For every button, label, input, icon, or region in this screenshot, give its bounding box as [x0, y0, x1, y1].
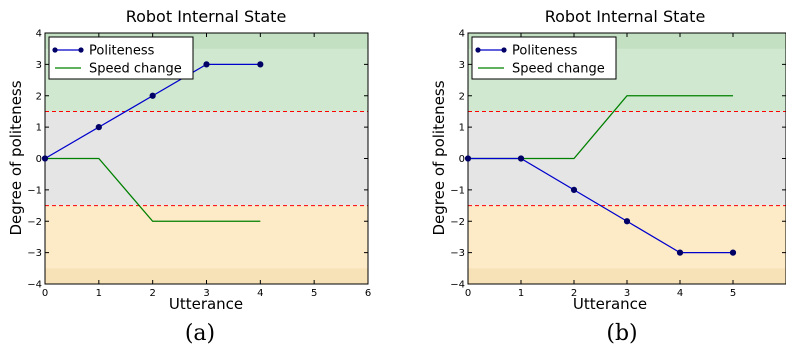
y-tick-label: 1 [36, 123, 42, 134]
legend-label: Politeness [89, 44, 155, 59]
ticks: 0 1 2 3 4 5 4 3 2 1 0 −1 −2 −3 −4 [450, 29, 786, 299]
x-tick-label: 5 [311, 288, 317, 299]
data-point [149, 92, 156, 99]
series-line [45, 157, 261, 222]
chart-title: Robot Internal State [126, 7, 287, 26]
legend-label: Politeness [512, 44, 578, 59]
background-band [468, 268, 786, 284]
series-line [468, 157, 733, 254]
chart-panel-a: Robot Internal State Utterance Degree of… [7, 7, 371, 346]
x-tick-label: 4 [257, 288, 263, 299]
series-group [464, 95, 737, 256]
panel-caption: (a) [185, 321, 215, 346]
data-point [257, 61, 264, 68]
series-group [41, 61, 264, 222]
chart-panel-b: Robot Internal State Utterance Degree of… [430, 7, 786, 346]
ticks: 0 1 2 3 4 5 6 4 3 2 1 0 −1 −2 −3 −4 [27, 29, 371, 300]
data-point [95, 124, 102, 131]
x-tick-label: 2 [149, 288, 155, 299]
x-tick-label: 0 [42, 288, 48, 299]
x-tick-label: 4 [677, 288, 683, 299]
y-tick-label: −2 [450, 217, 465, 228]
y-tick-label: 3 [36, 60, 42, 71]
y-tick-label: −1 [27, 185, 42, 196]
x-tick-label: 0 [465, 288, 471, 299]
legend: Politeness Speed change [48, 36, 194, 80]
y-tick-label: −4 [450, 280, 465, 291]
panel-caption: (b) [606, 321, 637, 346]
y-tick-label: 2 [36, 91, 42, 102]
data-point [570, 186, 578, 193]
y-tick-label: 1 [459, 123, 465, 134]
y-tick-label: −4 [27, 280, 42, 291]
data-point [203, 61, 210, 68]
y-tick-label: −3 [450, 248, 465, 259]
y-tick-label: 4 [36, 29, 42, 40]
y-tick-label: 0 [459, 154, 465, 165]
data-point [676, 249, 684, 256]
legend-marker [78, 47, 84, 53]
data-point [41, 155, 49, 162]
y-axis-label: Degree of politeness [7, 80, 25, 235]
data-point [623, 218, 631, 225]
x-axis-label: Utterance [169, 295, 243, 313]
x-axis-label: Utterance [573, 295, 647, 313]
x-tick-label: 3 [624, 288, 630, 299]
y-tick-label: 4 [459, 29, 465, 40]
legend-box [471, 36, 617, 80]
legend-label: Speed change [512, 62, 605, 77]
x-tick-label: 1 [96, 288, 102, 299]
chart-title: Robot Internal State [545, 7, 706, 26]
data-point [464, 155, 472, 162]
legend-marker [501, 47, 507, 53]
y-tick-label: −3 [27, 248, 42, 259]
y-tick-label: 2 [459, 91, 465, 102]
x-tick-label: 2 [571, 288, 577, 299]
x-tick-label: 1 [518, 288, 524, 299]
y-tick-label: −1 [450, 185, 465, 196]
y-axis-label: Degree of politeness [430, 80, 448, 235]
legend-marker [475, 47, 481, 53]
legend-label: Speed change [89, 62, 182, 77]
legend: Politeness Speed change [471, 36, 617, 80]
legend-box [48, 36, 194, 80]
x-tick-label: 5 [730, 288, 736, 299]
x-tick-label: 6 [365, 288, 371, 299]
data-point [729, 249, 737, 256]
legend-marker [52, 47, 58, 53]
y-tick-label: 0 [36, 154, 42, 165]
y-tick-label: −2 [27, 217, 42, 228]
x-tick-label: 3 [203, 288, 209, 299]
background-band [45, 268, 368, 284]
y-tick-label: 3 [459, 60, 465, 71]
data-point [517, 155, 525, 162]
